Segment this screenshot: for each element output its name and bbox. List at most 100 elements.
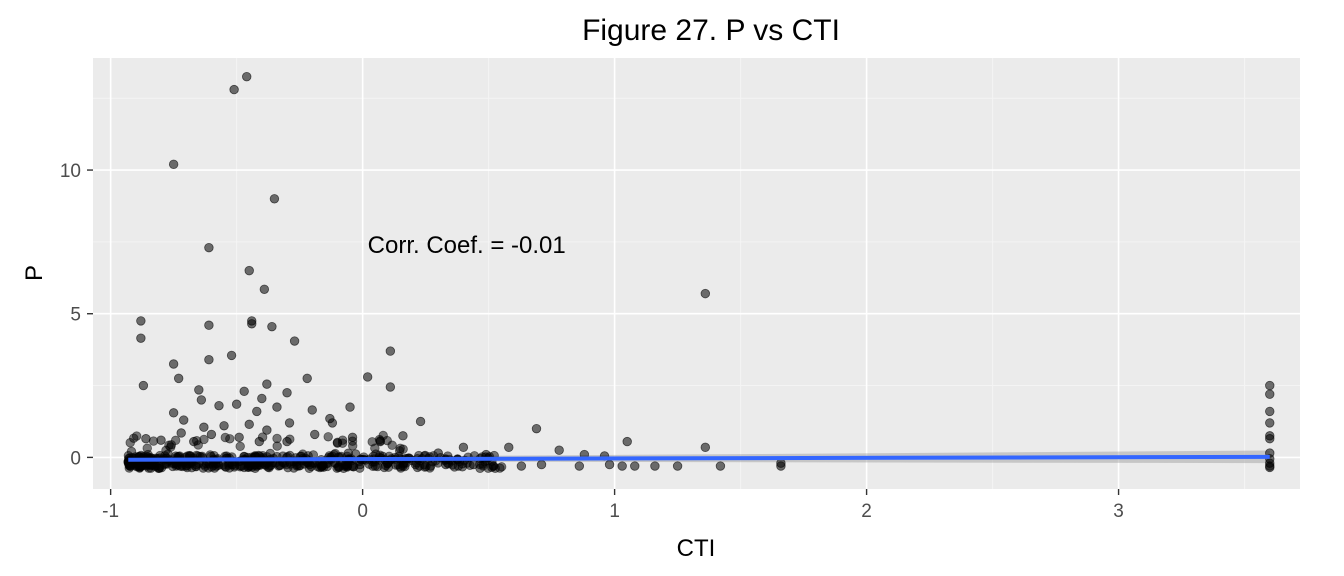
fit-line-layer bbox=[128, 454, 1270, 462]
data-point bbox=[385, 382, 396, 392]
data-point bbox=[156, 435, 166, 445]
data-point bbox=[345, 402, 355, 412]
data-point bbox=[151, 461, 161, 471]
data-point bbox=[136, 333, 146, 343]
data-point bbox=[672, 461, 683, 471]
data-point bbox=[554, 445, 564, 455]
data-point bbox=[292, 461, 302, 471]
x-tick-label: 1 bbox=[609, 501, 620, 522]
data-point bbox=[398, 431, 408, 441]
data-point bbox=[264, 461, 275, 471]
data-point bbox=[254, 436, 265, 447]
data-point bbox=[168, 408, 179, 418]
data-point bbox=[234, 432, 244, 442]
y-tick-label: 5 bbox=[70, 305, 81, 326]
data-point bbox=[168, 359, 179, 369]
data-point bbox=[536, 459, 547, 470]
data-point bbox=[630, 461, 640, 471]
data-point bbox=[516, 461, 527, 471]
data-point bbox=[441, 459, 451, 470]
x-tick-label: 0 bbox=[357, 501, 368, 522]
data-point bbox=[1265, 380, 1275, 391]
data-point bbox=[242, 71, 252, 82]
data-point bbox=[531, 423, 542, 434]
y-axis-title: P bbox=[21, 265, 48, 281]
data-point bbox=[252, 406, 262, 417]
data-point bbox=[327, 418, 338, 428]
data-point bbox=[204, 242, 214, 253]
data-point bbox=[226, 350, 237, 361]
data-point bbox=[715, 461, 726, 471]
data-point bbox=[225, 434, 235, 444]
data-point bbox=[236, 461, 247, 471]
data-point bbox=[189, 436, 199, 447]
data-point bbox=[142, 443, 152, 453]
data-point bbox=[468, 459, 479, 470]
data-point bbox=[138, 380, 149, 391]
data-point bbox=[1265, 406, 1275, 417]
data-point bbox=[1265, 462, 1275, 473]
data-point bbox=[604, 459, 615, 470]
data-point bbox=[204, 355, 214, 365]
data-point bbox=[355, 459, 365, 470]
data-point bbox=[259, 284, 270, 295]
data-point bbox=[342, 461, 353, 471]
data-point bbox=[504, 442, 514, 453]
data-point bbox=[272, 441, 282, 451]
x-tick-label: 3 bbox=[1113, 501, 1124, 522]
data-point bbox=[262, 425, 272, 435]
data-point bbox=[262, 379, 272, 389]
data-point bbox=[370, 461, 380, 471]
data-point bbox=[574, 461, 585, 471]
data-point bbox=[302, 373, 312, 384]
data-point bbox=[395, 443, 405, 454]
data-point bbox=[347, 432, 358, 442]
data-point bbox=[196, 395, 207, 405]
axis-ticks: -1 0 1 2 3 0 5 10 bbox=[60, 161, 1124, 522]
data-point bbox=[310, 429, 320, 440]
data-point bbox=[239, 386, 249, 397]
fit-line bbox=[128, 454, 1270, 462]
data-point bbox=[415, 416, 426, 427]
data-point bbox=[199, 422, 209, 432]
data-point bbox=[323, 432, 333, 442]
data-point bbox=[199, 434, 209, 445]
data-point bbox=[343, 448, 354, 458]
data-point bbox=[307, 405, 317, 415]
data-point bbox=[204, 320, 214, 330]
data-point bbox=[433, 448, 443, 458]
data-point bbox=[269, 194, 280, 204]
data-point bbox=[458, 442, 469, 453]
data-point bbox=[282, 388, 292, 398]
data-point bbox=[488, 461, 499, 471]
data-point bbox=[267, 321, 277, 332]
data-point bbox=[136, 316, 146, 326]
data-point bbox=[173, 373, 184, 384]
x-axis-title: CTI bbox=[677, 535, 716, 562]
y-tick-label: 0 bbox=[70, 448, 81, 469]
correlation-annotation: Corr. Coef. = -0.01 bbox=[368, 232, 566, 259]
data-point bbox=[247, 319, 257, 329]
data-point bbox=[211, 461, 222, 471]
data-point bbox=[305, 459, 315, 470]
data-point bbox=[231, 399, 242, 409]
data-point bbox=[1265, 389, 1275, 399]
data-point bbox=[219, 421, 229, 431]
data-point bbox=[126, 446, 137, 457]
data-point bbox=[249, 459, 259, 470]
data-point bbox=[284, 418, 295, 428]
data-point bbox=[398, 461, 408, 471]
data-point bbox=[1265, 418, 1275, 428]
data-point bbox=[214, 400, 224, 411]
data-point bbox=[191, 459, 202, 470]
data-point bbox=[410, 459, 421, 470]
data-point bbox=[1265, 434, 1275, 444]
data-point bbox=[176, 428, 186, 438]
data-point bbox=[617, 461, 627, 471]
x-tick-label: 2 bbox=[861, 501, 872, 522]
data-point bbox=[425, 461, 436, 471]
data-point bbox=[453, 461, 464, 471]
data-point bbox=[298, 449, 308, 459]
data-point bbox=[257, 393, 267, 404]
